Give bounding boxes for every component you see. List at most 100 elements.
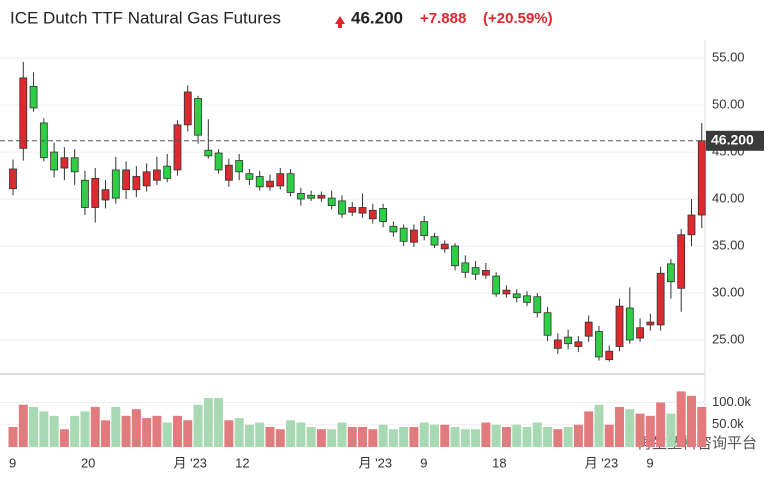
volume-bar [429,424,439,447]
candle-body [204,149,213,157]
volume-bar [306,426,316,447]
candle-body [224,164,233,181]
volume-bar [18,404,28,447]
volume-tick-label: 50.0k [712,416,744,431]
volume-bar [327,429,337,447]
candle-body [533,296,542,314]
candle-body [646,321,655,326]
volume-bar [697,406,707,447]
volume-bar [255,422,265,447]
candle-body [636,327,644,339]
volume-bar [347,426,357,447]
candle-body [214,152,223,171]
candle-body [379,208,387,222]
candle-body [687,214,696,236]
volume-bar [399,426,409,447]
candle-body [389,225,398,233]
volume-bar [172,415,182,447]
volume-bar [409,426,419,447]
price-change: +7.888 [420,10,466,27]
candle-body [451,245,459,267]
volume-bar [388,429,398,447]
volume-bar [275,429,285,447]
candle-body [502,289,511,295]
candle-body [296,193,305,200]
x-tick-label: 月 '23 [173,455,207,470]
volume-bar [142,418,152,447]
candle-body [111,169,120,199]
y-tick-label: 35.00 [712,237,745,252]
candle-body [101,189,110,201]
volume-tick-label: 100.0k [712,394,752,409]
candle-body [81,179,89,208]
candle-body [564,336,573,345]
volume-bar [676,391,686,447]
volume-bar [656,402,666,447]
candle-body [153,169,161,181]
volume-bar [471,429,481,447]
volume-bar [101,420,111,447]
volume-bar [368,429,378,447]
volume-bar [337,422,347,447]
volume-bar [512,424,522,447]
candle-body [697,140,706,216]
volume-bar [286,420,296,447]
price-change-pct: (+20.59%) [483,10,553,27]
volume-bar [162,422,172,447]
volume-bar [460,429,470,447]
candle-body [512,293,521,299]
volume-bar [316,429,326,447]
last-price: 46.200 [351,8,403,27]
volume-bar [203,398,213,447]
candle-body [276,173,285,187]
volume-bar [543,426,553,447]
volume-bar [49,415,59,447]
volume-bar [594,404,604,447]
candle-body [91,177,100,208]
candle-body [605,350,614,361]
volume-bar [440,424,450,447]
candle-body [420,221,429,237]
volume-bar [90,406,100,447]
volume-bar [131,409,141,447]
chart-title: ICE Dutch TTF Natural Gas Futures [10,8,281,27]
candle-body [461,262,470,273]
volume-bar [625,409,635,447]
candle-body [656,272,665,326]
y-tick-label: 30.00 [712,284,745,299]
volume-bar [378,424,388,447]
volume-bar [8,426,18,447]
candle-body [266,180,274,188]
candle-body [50,151,59,171]
x-tick-label: 20 [81,455,95,470]
candle-body [183,91,192,126]
volume-bar [59,429,69,447]
watermark: 再生塑料咨询平台 [637,435,757,452]
volume-bar [244,424,254,447]
volume-bar [193,404,203,447]
volume-bar [666,413,676,447]
candle-body [163,165,172,179]
up-arrow [335,16,345,28]
candle-body [574,341,583,347]
candle-body [132,176,141,191]
candle-body [327,197,336,207]
volume-bar [615,406,625,447]
candle-body [286,173,295,193]
candle-body [338,200,346,215]
volume-bar [152,415,162,447]
candle-body [677,234,686,289]
candle-body [399,227,408,242]
volume-bar [501,426,511,447]
y-tick-label: 25.00 [712,331,745,346]
volume-bar [419,422,429,447]
volume-bar [358,426,368,447]
x-tick-label: 9 [646,455,653,470]
x-tick-label: 9 [9,455,16,470]
candle-body [9,168,17,190]
y-tick-label: 40.00 [712,190,745,205]
candle-body [317,194,326,199]
candle-body [595,331,603,358]
